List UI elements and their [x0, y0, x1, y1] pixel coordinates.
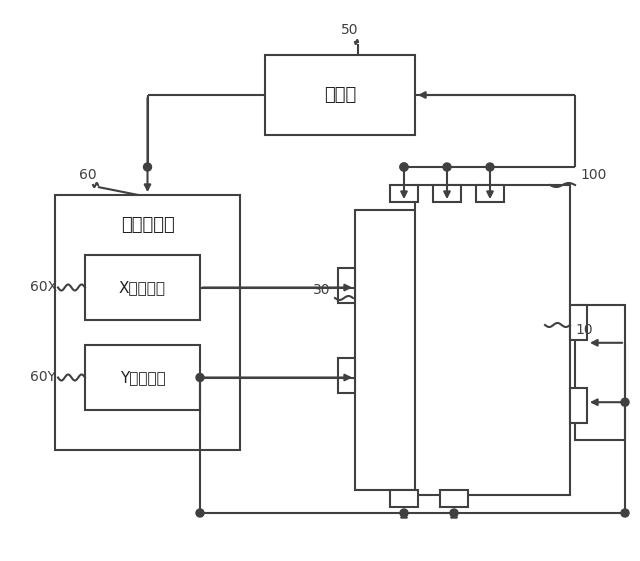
Bar: [390, 185, 418, 202]
Bar: [355, 210, 495, 490]
Bar: [338, 358, 355, 393]
Circle shape: [400, 509, 408, 517]
Bar: [55, 195, 240, 450]
Text: 60Y: 60Y: [30, 370, 56, 384]
Text: 60: 60: [79, 168, 97, 182]
Circle shape: [621, 398, 629, 406]
Text: 信号発生部: 信号発生部: [120, 216, 174, 234]
Bar: [85, 345, 200, 410]
Text: 60X: 60X: [30, 280, 57, 294]
Bar: [85, 255, 200, 320]
Circle shape: [143, 163, 152, 171]
Text: Xドライバ: Xドライバ: [119, 280, 166, 295]
Bar: [575, 305, 625, 440]
Bar: [570, 305, 587, 340]
Circle shape: [450, 509, 458, 517]
Bar: [433, 185, 461, 202]
Bar: [570, 388, 587, 423]
Text: 10: 10: [575, 323, 593, 337]
Bar: [390, 490, 418, 507]
Bar: [265, 55, 415, 135]
Circle shape: [400, 163, 408, 171]
Circle shape: [196, 509, 204, 517]
Text: 100: 100: [580, 168, 606, 182]
Circle shape: [486, 163, 494, 171]
Bar: [440, 490, 468, 507]
Circle shape: [400, 163, 408, 171]
Text: 30: 30: [312, 283, 330, 297]
Bar: [338, 268, 355, 303]
Circle shape: [443, 163, 451, 171]
Bar: [415, 185, 570, 495]
Text: 制御部: 制御部: [324, 86, 356, 104]
Bar: [476, 185, 504, 202]
Text: Yドライバ: Yドライバ: [120, 370, 165, 385]
Circle shape: [621, 509, 629, 517]
Circle shape: [196, 374, 204, 381]
Text: 50: 50: [341, 23, 359, 37]
